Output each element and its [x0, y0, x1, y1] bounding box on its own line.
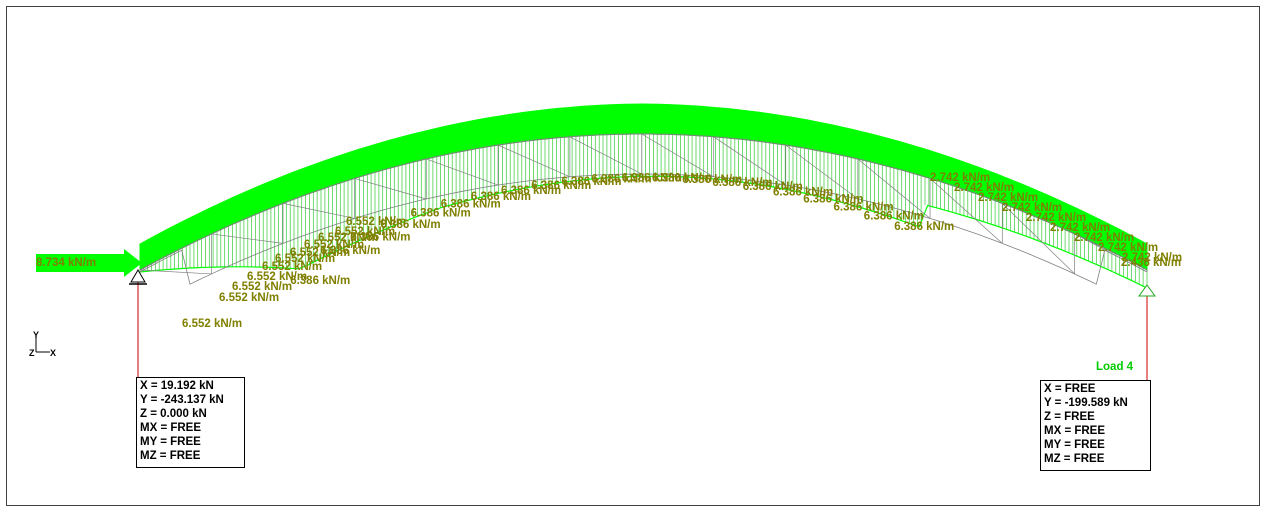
- load-value-label: 2.742 kN/m: [1002, 202, 1062, 214]
- diagonal-member: [497, 144, 570, 178]
- reaction-line: X = 19.192 kN: [140, 380, 214, 392]
- load-envelope-line: [139, 175, 1148, 289]
- load-value-label: 2.742 kN/m: [1098, 242, 1158, 254]
- load-value-label: 2.742 kN/m: [978, 192, 1038, 204]
- horizontal-load-label: 8.734 kN/m: [36, 257, 96, 269]
- load-value-label: 6.552 kN/m: [275, 253, 335, 265]
- load-value-label: 6.552 kN/m: [262, 261, 322, 273]
- load-value-label: 2.742 kN/m: [1122, 252, 1182, 264]
- load-value-label: 6.386 kN/m: [441, 198, 501, 210]
- reaction-line: MX = FREE: [1044, 425, 1106, 437]
- horizontal-load-band: [36, 254, 124, 272]
- reaction-line: Y = -243.137 kN: [140, 394, 224, 406]
- diagonal-member: [211, 233, 284, 244]
- load-value-label: 6.386 kN/m: [743, 181, 803, 193]
- view-frame: [6, 6, 1260, 506]
- load-value-label: 6.386 kN/m: [592, 174, 652, 186]
- load-value-label: 6.386 kN/m: [834, 202, 894, 214]
- diagonal-member: [569, 136, 642, 175]
- reaction-line: MY = FREE: [1044, 439, 1105, 451]
- load-value-label: 6.386 kN/m: [531, 180, 591, 192]
- reaction-line: MX = FREE: [140, 422, 202, 434]
- load-value-label: 6.552 kN/m: [247, 271, 307, 283]
- load-value-label: 6.386 kN/m: [471, 191, 531, 203]
- load-value-label: 6.552 kN/m: [304, 239, 364, 251]
- load-value-label: 6.552 kN/m: [318, 232, 378, 244]
- diagonal-member: [857, 158, 931, 219]
- axis-y-label: Y: [33, 330, 39, 340]
- diagonal-member: [713, 136, 786, 186]
- load-value-label: 2.742 kN/m: [1074, 232, 1134, 244]
- load-value-label: 6.386 kN/m: [411, 207, 471, 219]
- right-reaction-box: X = FREE Y = -199.589 kN Z = FREE MX = F…: [1040, 380, 1151, 471]
- load-value-label: 2.742 kN/m: [930, 172, 990, 184]
- reaction-line: MZ = FREE: [140, 450, 201, 462]
- load-value-label: 6.386 kN/m: [682, 174, 742, 186]
- load-value-label: 6.386 kN/m: [894, 221, 954, 233]
- load-value-label: 6.386 kN/m: [652, 173, 712, 185]
- load-value-label: 2.436 kN/m: [1121, 257, 1181, 269]
- roller-support-icon: [1138, 284, 1156, 297]
- load-value-label: 6.386 kN/m: [501, 185, 561, 197]
- reaction-line: Y = -199.589 kN: [1044, 397, 1128, 409]
- diagonal-member: [354, 178, 427, 200]
- diagonal-member: [785, 144, 859, 200]
- load-value-label: 6.552 kN/m: [232, 281, 292, 293]
- load-value-label: 6.552 kN/m: [219, 292, 279, 304]
- right-support: [1138, 284, 1156, 380]
- load-value-label: 2.742 kN/m: [1026, 212, 1086, 224]
- diagonal-member: [929, 178, 1003, 244]
- left-reaction-box: X = 19.192 kN Y = -243.137 kN Z = 0.000 …: [136, 377, 245, 468]
- load-value-label: 6.386 kN/m: [712, 177, 772, 189]
- left-support: [129, 269, 147, 378]
- diagonal-member: [641, 133, 714, 178]
- axis-x-label: X: [50, 348, 56, 358]
- load-value-label: 6.386 kN/m: [803, 194, 863, 206]
- load-value-label: 2.742 kN/m: [1050, 222, 1110, 234]
- load-value-label: 2.742 kN/m: [954, 182, 1014, 194]
- axis-z-label: Z: [29, 348, 35, 358]
- load-value-label: 6.552 kN/m: [290, 247, 350, 259]
- diagonal-member: [426, 158, 499, 186]
- diagonal-member: [1074, 233, 1148, 273]
- load-value-label: 6.552 kN/m: [346, 216, 406, 228]
- reaction-line: Z = FREE: [1044, 411, 1095, 423]
- reaction-line: MY = FREE: [140, 436, 201, 448]
- load-value-label: 6.386 kN/m: [320, 245, 380, 257]
- diagonal-member: [139, 269, 212, 275]
- horizontal-load: 8.734 kN/m: [36, 249, 142, 277]
- reaction-line: MZ = FREE: [1044, 453, 1105, 465]
- load-value-label: 6.552 kN/m: [335, 226, 395, 238]
- load-value-label: 6.552 kN/m: [182, 318, 242, 330]
- load-value-label: 6.386 kN/m: [350, 232, 410, 244]
- load-value-label: 6.386 kN/m: [622, 172, 682, 184]
- load-value-label: 6.386 kN/m: [561, 176, 621, 188]
- arch-truss-members: [139, 133, 1148, 285]
- load-value-label: 6.386 kN/m: [864, 211, 924, 223]
- horizontal-load-arrowhead: [124, 249, 142, 277]
- diagonal-member: [282, 203, 355, 219]
- load-case-title: Load 4: [1096, 361, 1134, 373]
- load-value-label: 6.386 kN/m: [381, 219, 441, 231]
- reaction-line: Z = 0.000 kN: [140, 408, 207, 420]
- load-value-label: 6.386 kN/m: [290, 275, 350, 287]
- load-value-labels: 6.552 kN/m6.552 kN/m6.552 kN/m6.552 kN/m…: [182, 172, 1182, 330]
- diagonal-member: [1002, 203, 1075, 275]
- pin-support-icon: [130, 269, 146, 283]
- reaction-line: X = FREE: [1044, 383, 1096, 395]
- axis-triad: Y Z X: [29, 330, 56, 358]
- load-value-label: 6.386 kN/m: [773, 187, 833, 199]
